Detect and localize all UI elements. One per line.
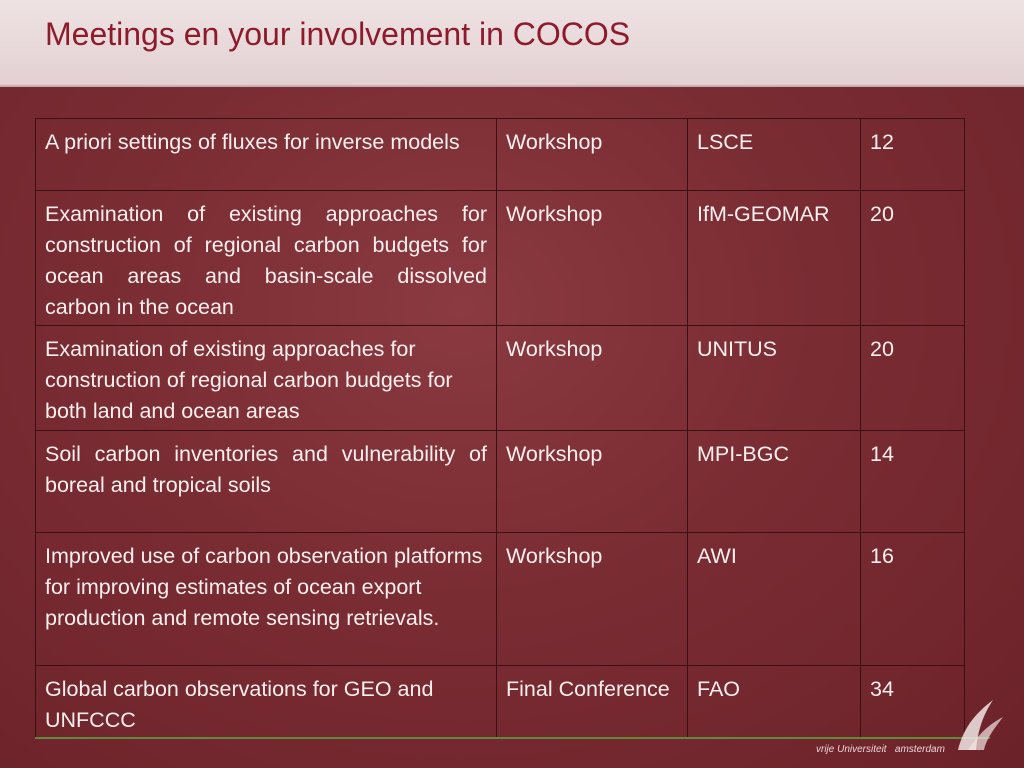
table-row: Examination of existing approaches for c…	[35, 325, 965, 431]
table-cell: Soil carbon inventories and vulnerabilit…	[35, 430, 497, 533]
table-row: A priori settings of fluxes for inverse …	[35, 118, 965, 191]
table-cell: 34	[860, 665, 965, 739]
table-cell: 20	[860, 190, 965, 326]
table-row: Soil carbon inventories and vulnerabilit…	[35, 430, 965, 533]
table-cell: LSCE	[687, 118, 861, 191]
table-cell: IfM-GEOMAR	[687, 190, 861, 326]
meetings-table: A priori settings of fluxes for inverse …	[35, 118, 965, 739]
table-cell: 12	[860, 118, 965, 191]
table-row: Global carbon observations for GEO and U…	[35, 665, 965, 739]
table-cell: Workshop	[496, 532, 688, 666]
logo-mark	[958, 700, 1003, 750]
table-cell: UNITUS	[687, 325, 861, 431]
table-cell: AWI	[687, 532, 861, 666]
table-cell: Workshop	[496, 325, 688, 431]
table-cell: Improved use of carbon observation platf…	[35, 532, 497, 666]
table-cell: Workshop	[496, 190, 688, 326]
slide-title: Meetings en your involvement in COCOS	[45, 16, 631, 52]
table-cell: Workshop	[496, 118, 688, 191]
table-cell: A priori settings of fluxes for inverse …	[35, 118, 497, 191]
footer-rule	[35, 737, 990, 739]
table-cell: 20	[860, 325, 965, 431]
table-cell: Final Conference	[496, 665, 688, 739]
table-cell: 16	[860, 532, 965, 666]
table-cell: Examination of existing approaches for c…	[35, 325, 497, 431]
table-cell: Examination of existing approaches for c…	[35, 190, 497, 326]
table-cell: FAO	[687, 665, 861, 739]
table-row: Examination of existing approaches for c…	[35, 190, 965, 326]
logo-text: vrije Universiteit amsterdam	[816, 744, 945, 755]
table-cell: 14	[860, 430, 965, 533]
table-row: Improved use of carbon observation platf…	[35, 532, 965, 666]
table-cell: Global carbon observations for GEO and U…	[35, 665, 497, 739]
table-cell: MPI-BGC	[687, 430, 861, 533]
table-cell: Workshop	[496, 430, 688, 533]
title-band	[0, 0, 1024, 87]
